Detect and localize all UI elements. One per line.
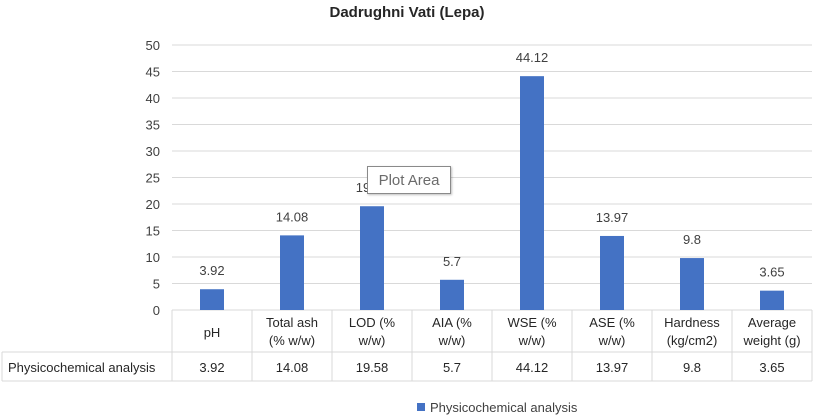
data-label: 13.97 <box>596 210 629 225</box>
table-value: 44.12 <box>516 360 549 375</box>
bars <box>200 76 784 310</box>
gridlines <box>172 44 812 311</box>
table-series-name: Physicochemical analysis <box>8 360 156 375</box>
y-tick-label: 45 <box>146 65 160 80</box>
y-tick-label: 15 <box>146 224 160 239</box>
chart-title: Dadrughni Vati (Lepa) <box>329 4 484 21</box>
y-tick-label: 50 <box>146 38 160 53</box>
table-value: 5.7 <box>443 360 461 375</box>
y-tick-label: 40 <box>146 91 160 106</box>
bar <box>600 235 624 310</box>
y-tick-label: 10 <box>146 250 160 265</box>
x-category-label: WSE (% w/w) <box>507 315 557 348</box>
table-value: 13.97 <box>596 360 629 375</box>
bar <box>360 206 384 310</box>
x-category-label: Hardness (kg/cm2) <box>664 315 720 348</box>
bar <box>680 258 704 310</box>
y-tick-label: 25 <box>146 171 160 186</box>
y-tick-label: 5 <box>153 277 160 292</box>
y-tick-label: 20 <box>146 197 160 212</box>
table-value: 3.92 <box>199 360 224 375</box>
bar <box>520 76 544 310</box>
legend-label: Physicochemical analysis <box>430 400 578 415</box>
data-label: 3.65 <box>759 265 784 280</box>
data-table: pH Total ash (% w/w) LOD (% w/w) AIA (% w/w) WS… <box>1 310 813 382</box>
x-category-label: AIA (% w/w) <box>432 315 472 348</box>
data-label: 14.08 <box>276 209 309 224</box>
table-value: 14.08 <box>276 360 309 375</box>
x-category-label: pH <box>204 325 221 340</box>
table-value: 3.65 <box>759 360 784 375</box>
x-category-label: LOD (% w/w) <box>349 315 396 348</box>
bar <box>200 289 224 310</box>
table-value: 19.58 <box>356 360 389 375</box>
data-label: 5.7 <box>443 254 461 269</box>
legend-swatch <box>417 403 425 411</box>
y-tick-label: 0 <box>153 303 160 318</box>
y-tick-label: 30 <box>146 144 160 159</box>
data-label: 3.92 <box>199 263 224 278</box>
bar <box>760 290 784 310</box>
data-label: 44.12 <box>516 50 549 65</box>
x-category-label: Average weight (g) <box>742 315 800 348</box>
bar <box>280 235 304 310</box>
plot-area-tooltip: Plot Area <box>367 166 451 194</box>
x-category-label: Total ash (% w/w) <box>266 315 318 348</box>
x-category-label: ASE (% w/w) <box>589 315 635 348</box>
y-tick-label: 35 <box>146 118 160 133</box>
y-axis-ticks: 0 5 10 15 20 25 30 35 40 45 50 <box>146 38 160 318</box>
bar <box>440 279 464 310</box>
data-label: 9.8 <box>683 232 701 247</box>
legend: Physicochemical analysis <box>417 400 578 415</box>
table-value: 9.8 <box>683 360 701 375</box>
